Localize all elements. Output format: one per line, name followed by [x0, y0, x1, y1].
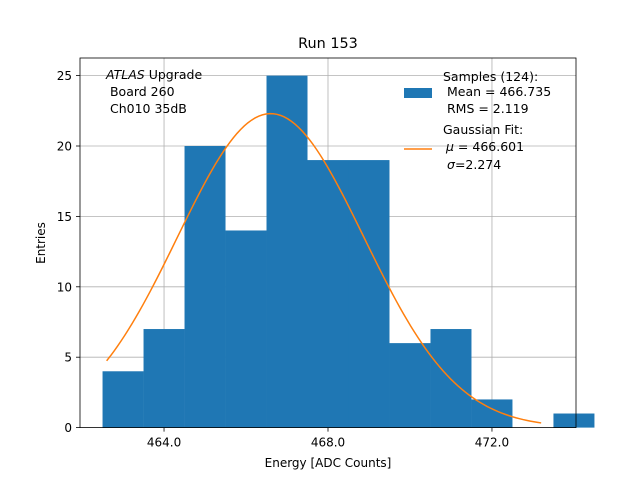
legend: Samples (124): Mean = 466.735 RMS = 2.11…	[404, 69, 551, 172]
y-tick-label: 20	[57, 140, 72, 154]
annotation-line-1: ATLAS Upgrade	[105, 67, 202, 82]
legend-hist-swatch	[404, 88, 432, 98]
histogram-bar	[143, 329, 185, 428]
x-axis-label: Energy [ADC Counts]	[265, 456, 392, 470]
x-tick-label: 468.0	[311, 436, 345, 450]
y-tick-label: 10	[57, 280, 72, 294]
histogram-bar	[102, 371, 144, 428]
legend-rms: RMS = 2.119	[443, 101, 529, 116]
sigma-symbol: σ	[447, 157, 456, 172]
mu-symbol: μ	[445, 139, 454, 154]
x-tick-label: 464.0	[147, 436, 181, 450]
legend-fit-sigma: σ=2.274	[447, 157, 501, 172]
y-tick-label: 25	[57, 69, 72, 83]
histogram-bar	[553, 413, 595, 428]
histogram-bar	[184, 146, 226, 428]
histogram-bar	[348, 160, 390, 428]
legend-mean: Mean = 466.735	[443, 84, 551, 99]
x-tick-label: 472.0	[475, 436, 509, 450]
chart-title: Run 153	[298, 36, 358, 52]
upgrade-label: Upgrade	[145, 67, 203, 82]
y-axis-label: Entries	[34, 222, 48, 264]
histogram-bar	[225, 230, 267, 428]
atlas-annotation: ATLAS Upgrade Board 260 Ch010 35dB	[105, 67, 202, 116]
gaussian-fit-curve	[106, 112, 542, 424]
y-axis-ticks: 0 5 10 15 20 25	[57, 69, 80, 435]
histogram-bars	[102, 75, 595, 428]
legend-fit-mu: μ = 466.601	[445, 139, 524, 154]
y-tick-label: 5	[64, 351, 72, 365]
y-tick-label: 15	[57, 210, 72, 224]
histogram-bar	[471, 399, 513, 428]
atlas-label: ATLAS	[105, 67, 145, 82]
histogram-bar	[307, 160, 349, 428]
annotation-board: Board 260	[106, 84, 175, 99]
histogram-bar	[389, 343, 431, 428]
legend-samples-title: Samples (124):	[443, 69, 538, 84]
y-tick-label: 0	[64, 421, 72, 435]
mu-value: = 466.601	[454, 139, 524, 154]
x-axis-ticks: 464.0 468.0 472.0	[147, 427, 509, 450]
annotation-channel: Ch010 35dB	[106, 101, 187, 116]
legend-fit-title: Gaussian Fit:	[443, 122, 523, 137]
sigma-value: =2.274	[455, 157, 501, 172]
histogram-bar	[266, 75, 308, 428]
